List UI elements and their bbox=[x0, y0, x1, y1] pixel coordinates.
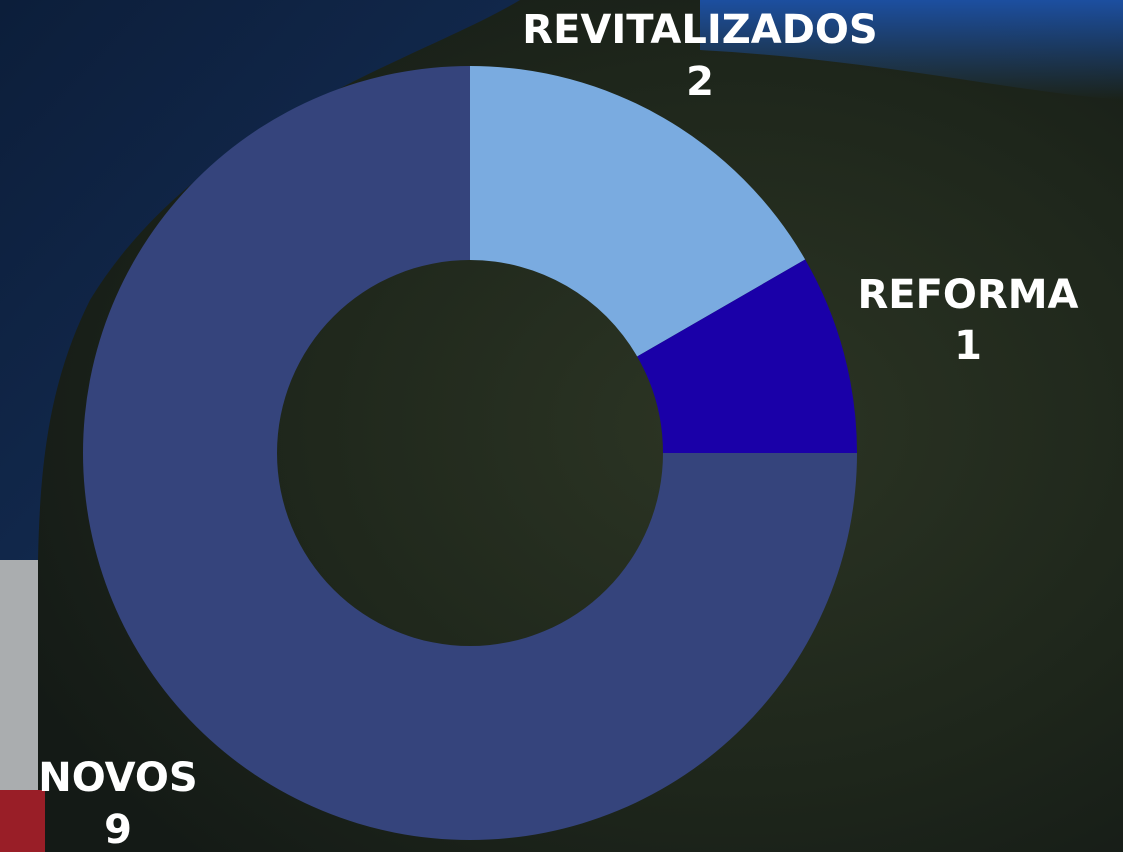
slice-value: 1 bbox=[954, 323, 982, 369]
slice-value: 9 bbox=[104, 807, 132, 852]
slice-label: NOVOS bbox=[38, 755, 197, 801]
slice-label: REFORMA bbox=[857, 272, 1078, 318]
slice-value: 2 bbox=[686, 59, 714, 105]
slice-label: REVITALIZADOS bbox=[522, 7, 877, 53]
chart: REVITALIZADOS 2 REFORMA 1 NOVOS 9 bbox=[0, 0, 1123, 852]
